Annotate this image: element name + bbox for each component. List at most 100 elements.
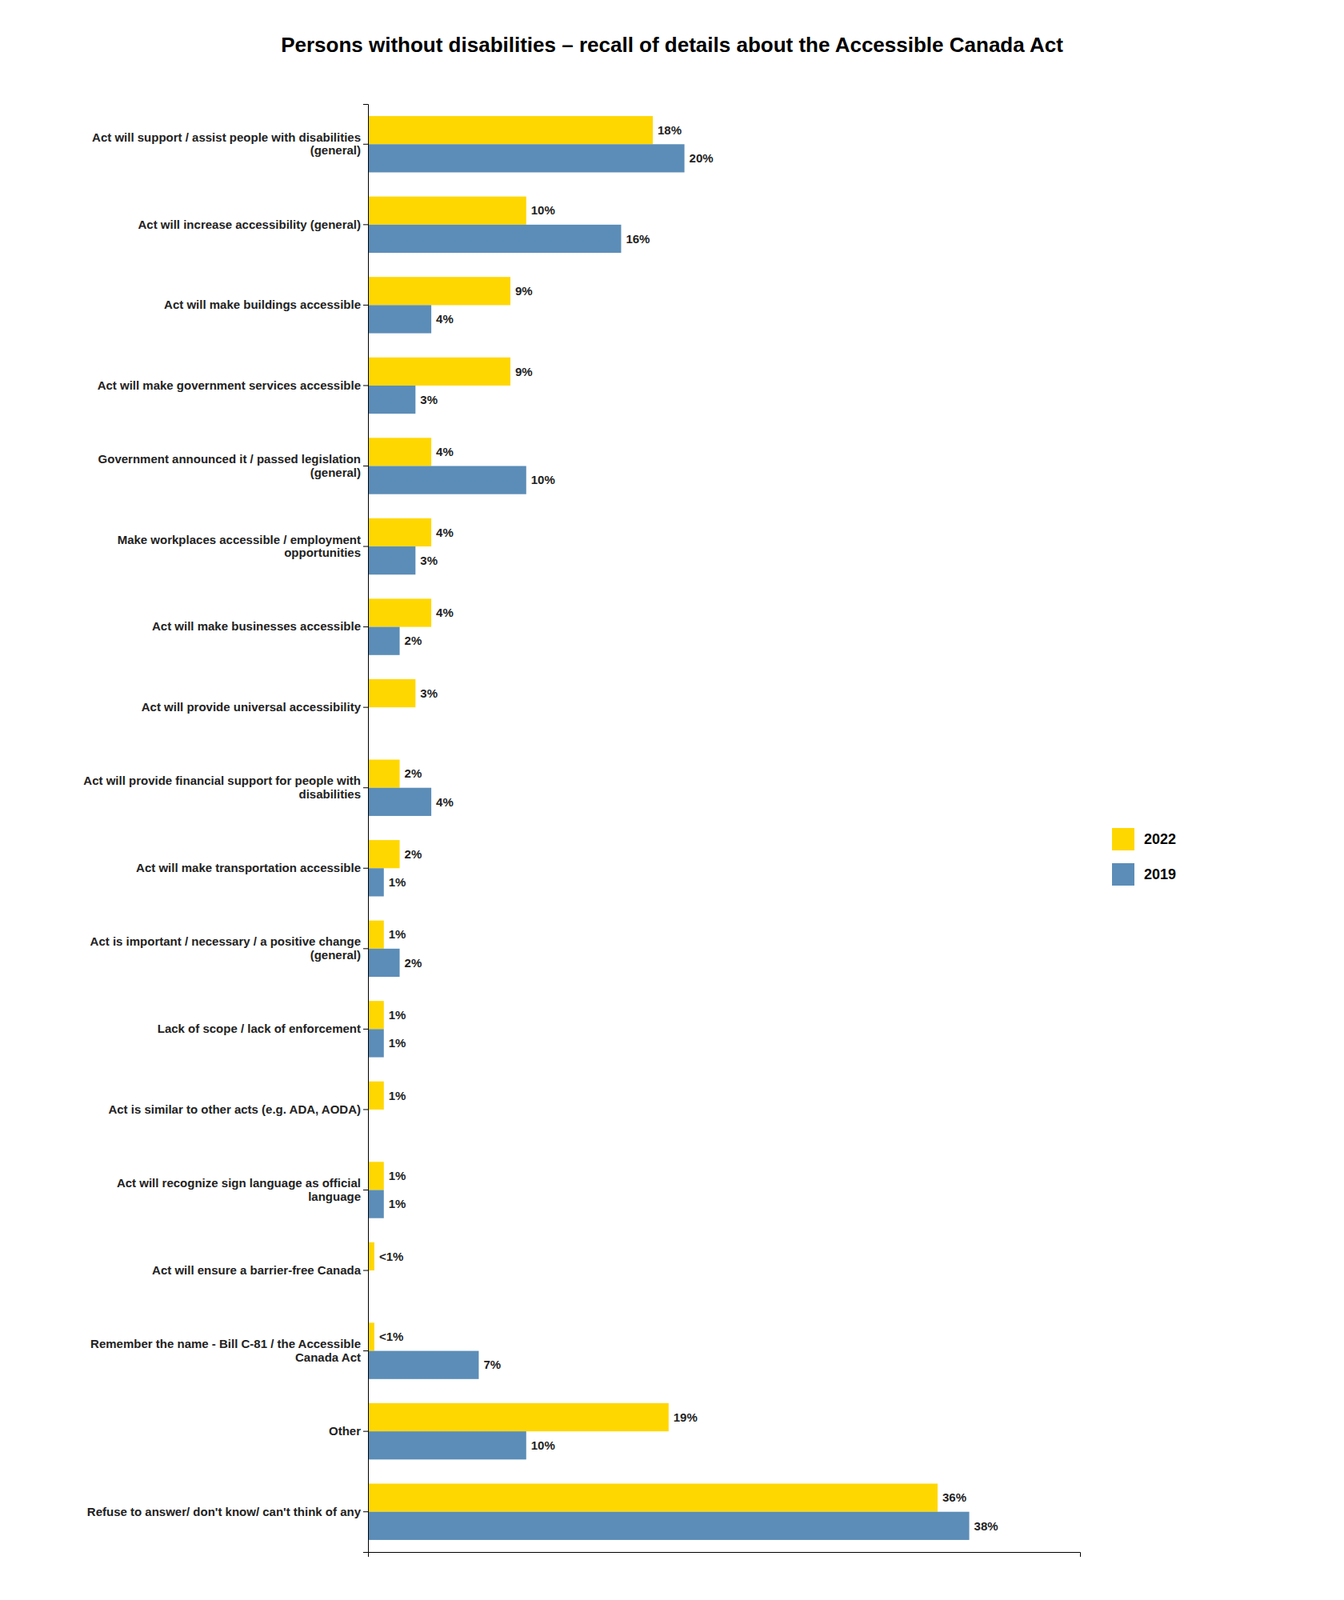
data-label: 1% (388, 927, 407, 941)
bar (368, 840, 400, 868)
bar (368, 466, 527, 495)
data-label: <1% (379, 1249, 404, 1264)
data-label: 1% (388, 1196, 407, 1211)
data-label: 2% (404, 766, 423, 780)
tick: Act will provide financial support for p… (83, 773, 368, 801)
data-label: 18% (657, 123, 682, 137)
bar (368, 920, 384, 949)
bar (368, 1431, 527, 1460)
tick-label: Act will make businesses accessible (152, 619, 361, 633)
bar (368, 1484, 938, 1512)
bar (368, 1081, 384, 1110)
data-label: 16% (625, 232, 650, 246)
tick-mark (363, 1511, 368, 1512)
data-label: 7% (483, 1357, 501, 1372)
data-label: 2% (404, 956, 423, 970)
bar (368, 385, 416, 414)
tick-label: Act will provide universal accessibility (141, 700, 362, 714)
data-label: 1% (388, 1008, 407, 1022)
legend-swatch (1112, 863, 1135, 886)
tick-label: Other (328, 1424, 361, 1438)
bar (368, 1512, 970, 1540)
bar (368, 1028, 384, 1057)
data-label: 1% (388, 1088, 407, 1103)
data-label: 4% (436, 795, 454, 809)
bar (368, 1351, 479, 1380)
bars (368, 116, 970, 1540)
bar (368, 304, 432, 333)
tick: Make workplaces accessible / employmento… (117, 532, 368, 560)
chart: Persons without disabilities – recall of… (0, 0, 1344, 1600)
tick: Government announced it / passed legisla… (98, 452, 368, 480)
tick-label: Lack of scope / lack of enforcement (157, 1021, 361, 1036)
tick-label: Refuse to answer/ don't know/ can't thin… (87, 1504, 362, 1519)
tick: Act will ensure a barrier-free Canada (152, 1263, 368, 1277)
data-label: 4% (436, 525, 454, 540)
tick-mark (363, 304, 368, 306)
tick: Act will recognize sign language as offi… (116, 1176, 368, 1204)
tick: Act will increase accessibility (general… (138, 217, 368, 232)
data-label: 9% (515, 364, 533, 379)
tick: Act will make government services access… (97, 378, 368, 392)
plot: 18%10%9%9%4%4%4%3%2%2%1%1%1%1%<1%<1%19%3… (83, 104, 1080, 1558)
tick-label: Act will make transportation accessible (136, 860, 361, 875)
tick: Act will make transportation accessible (136, 860, 368, 875)
legend: 2022 2019 (1112, 828, 1176, 886)
tick-mark (363, 1189, 368, 1191)
bar (368, 1190, 384, 1219)
data-label: 38% (974, 1519, 999, 1533)
legend-item: 2019 (1112, 863, 1176, 886)
data-label: 1% (388, 1168, 407, 1183)
tick-mark (363, 144, 368, 145)
tick: Refuse to answer/ don't know/ can't thin… (87, 1504, 368, 1519)
bar (368, 546, 416, 575)
data-label: 19% (673, 1410, 698, 1424)
data-label: <1% (379, 1329, 404, 1344)
data-label: 4% (436, 444, 454, 459)
legend-label: 2019 (1144, 866, 1176, 883)
bar (368, 357, 511, 386)
y-axis: Act will support / assist people with di… (83, 104, 368, 1553)
tick-label: Government announced it / passed legisla… (98, 452, 361, 480)
legend-item: 2022 (1112, 828, 1176, 851)
series (368, 116, 938, 1512)
data-label: 1% (388, 875, 407, 889)
data-label: 3% (420, 553, 438, 568)
tick-label: Act will increase accessibility (general… (138, 217, 361, 232)
title: Persons without disabilities – recall of… (280, 32, 1064, 57)
data-label: 1% (388, 1036, 407, 1050)
tick-label: Act will make government services access… (97, 378, 361, 392)
tick-label: Act will recognize sign language as offi… (116, 1176, 361, 1204)
tick: Act is important / necessary / a positiv… (90, 934, 368, 962)
data-label: 20% (689, 151, 714, 165)
data-label: 2% (404, 847, 423, 861)
bar (368, 224, 621, 253)
tick: Act will provide universal accessibility (141, 700, 368, 714)
data-label: 3% (420, 686, 438, 700)
tick-label: Act will ensure a barrier-free Canada (152, 1263, 362, 1277)
tick-label: Make workplaces accessible / employmento… (117, 532, 361, 560)
tick-label: Act is similar to other acts (e.g. ADA, … (108, 1102, 361, 1116)
series (368, 144, 970, 1540)
tick-mark (363, 707, 368, 708)
data-label: 10% (531, 472, 556, 487)
bar (368, 760, 400, 788)
tick: Other (328, 1424, 368, 1438)
bar (368, 1242, 375, 1271)
bar (368, 948, 400, 977)
tick-mark (363, 384, 368, 386)
tick-mark (363, 224, 368, 225)
bar (368, 627, 400, 656)
tick-mark (363, 546, 368, 548)
tick-label: Act will make buildings accessible (164, 297, 361, 312)
data-label: 10% (531, 203, 556, 217)
tick: Remember the name - Bill C-81 / the Acce… (90, 1336, 368, 1364)
data-label: 4% (436, 312, 454, 326)
bar (368, 116, 653, 144)
legend-swatch (1112, 828, 1135, 851)
tick: Act is similar to other acts (e.g. ADA, … (108, 1102, 368, 1116)
tick-label: Remember the name - Bill C-81 / the Acce… (90, 1336, 361, 1364)
bar (368, 1000, 384, 1029)
axis-domain (368, 1552, 1081, 1558)
bar (368, 518, 432, 547)
